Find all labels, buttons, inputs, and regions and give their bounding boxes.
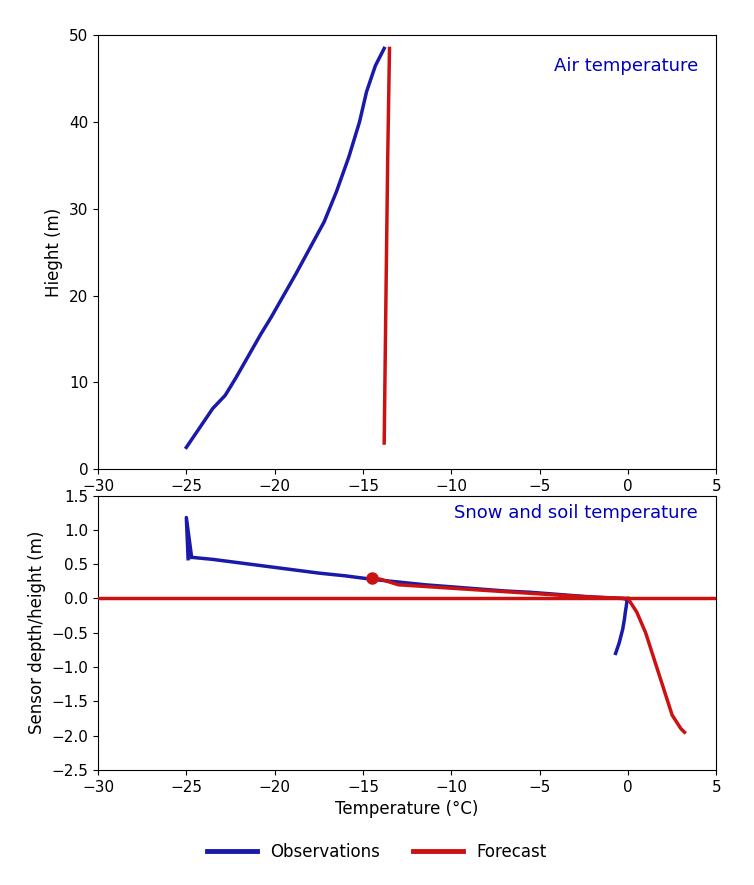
- Y-axis label: Hieght (m): Hieght (m): [45, 208, 63, 296]
- Text: Air temperature: Air temperature: [553, 57, 697, 75]
- X-axis label: Temperature (°C): Temperature (°C): [336, 800, 479, 819]
- Text: Snow and soil temperature: Snow and soil temperature: [454, 504, 697, 522]
- Y-axis label: Sensor depth/height (m): Sensor depth/height (m): [28, 531, 46, 735]
- Legend: Observations, Forecast: Observations, Forecast: [201, 836, 553, 868]
